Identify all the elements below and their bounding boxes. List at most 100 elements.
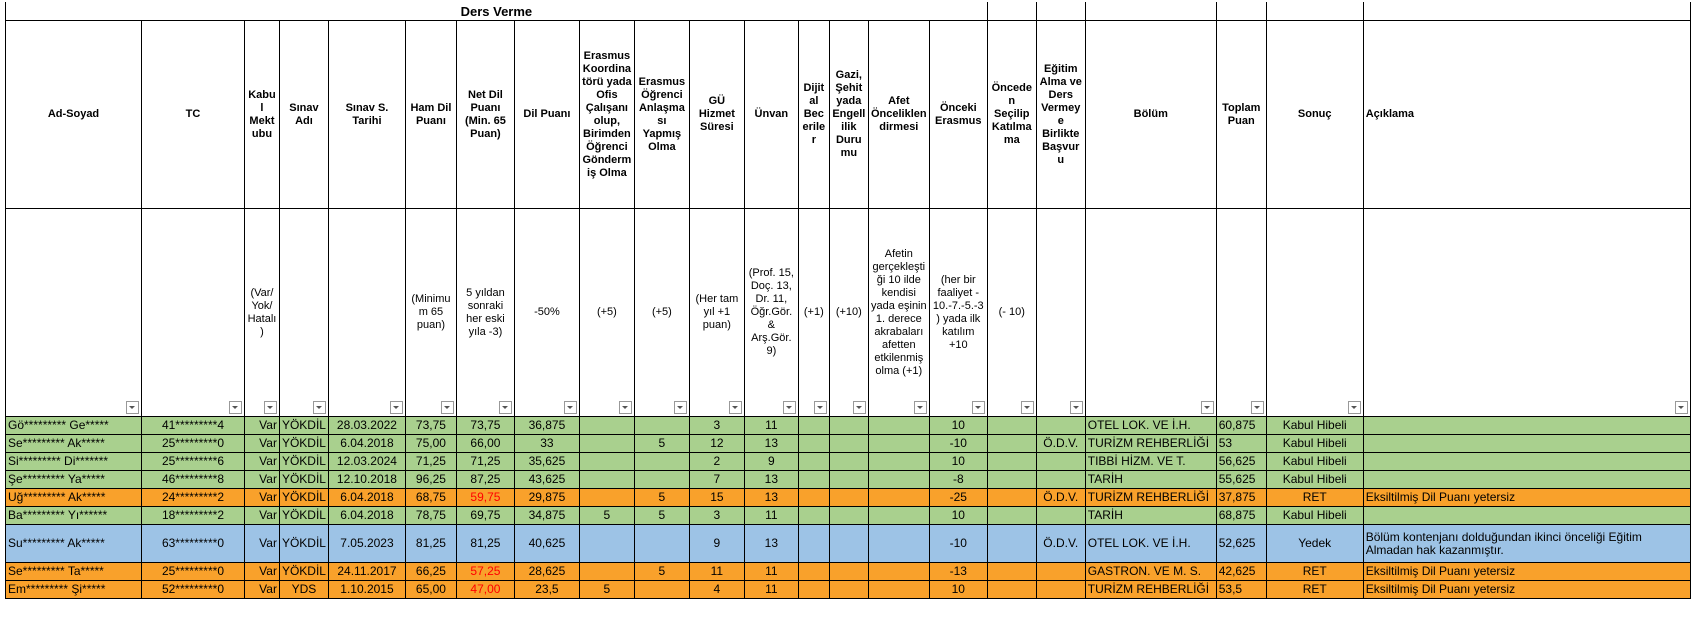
cell <box>1215 2 1267 21</box>
cell <box>867 470 930 489</box>
title-row: Ders Verme <box>5 2 1691 21</box>
cell <box>986 524 1037 563</box>
cell: Kabul Hibeli <box>1265 452 1364 471</box>
cell: 52,625 <box>1215 524 1267 563</box>
cell: 56,625 <box>1215 452 1267 471</box>
filter-button[interactable] <box>563 401 577 414</box>
cell: YÖKDİL <box>278 416 329 435</box>
filter-button[interactable] <box>389 401 403 414</box>
data-row: Si********* Di******* 25*********6 Var YÖKD… <box>5 452 1691 471</box>
cell: YÖKDİL <box>278 506 329 525</box>
cell: 13 <box>743 524 799 563</box>
cell: 87,25 <box>455 470 515 489</box>
cell <box>797 506 830 525</box>
cell: RET <box>1265 580 1364 599</box>
cell: 60,875 <box>1215 416 1267 435</box>
cell <box>1362 452 1691 471</box>
filter-button[interactable] <box>228 401 242 414</box>
filter-button[interactable] <box>1020 401 1034 414</box>
cell: TURİZM REHBERLİĞİ <box>1084 580 1217 599</box>
filter-button[interactable] <box>673 401 687 414</box>
filter-button[interactable] <box>1675 401 1688 414</box>
cell: 24*********2 <box>140 488 245 507</box>
column-header: Net Dil Puanı (Min. 65 Puan) <box>455 20 515 209</box>
cell <box>578 452 635 471</box>
filter-button[interactable] <box>1069 401 1083 414</box>
cell: 6.04.2018 <box>327 488 406 507</box>
cell <box>633 416 690 435</box>
column-note: (Var/ Yok/ Hatalı) <box>243 208 280 417</box>
column-header: Eğitim Alma ve Ders Vermeye Birlikte Baş… <box>1035 20 1086 209</box>
column-note: (Prof. 15, Doç. 13, Dr. 11, Öğr.Gör. & A… <box>743 208 799 417</box>
cell <box>797 470 830 489</box>
cell: Kabul Hibeli <box>1265 434 1364 453</box>
cell <box>828 506 869 525</box>
cell: 18*********2 <box>140 506 245 525</box>
cell <box>986 452 1037 471</box>
filter-button[interactable] <box>813 401 827 414</box>
filter-button[interactable] <box>782 401 796 414</box>
cell <box>986 2 1037 21</box>
cell: 25*********6 <box>140 452 245 471</box>
cell: Var <box>243 434 280 453</box>
filter-button[interactable] <box>728 401 742 414</box>
cell <box>986 470 1037 489</box>
cell: Em********* Şi***** <box>5 580 142 599</box>
cell: 68,875 <box>1215 506 1267 525</box>
column-note: (Her tam yıl +1 puan) <box>688 208 745 417</box>
filter-button[interactable] <box>498 401 512 414</box>
cell: Kabul Hibeli <box>1265 506 1364 525</box>
filter-button[interactable] <box>263 401 277 414</box>
cell: Gö********* Ge***** <box>5 416 142 435</box>
cell: 69,75 <box>455 506 515 525</box>
cell <box>1084 208 1217 417</box>
cell: 57,25 <box>455 562 515 581</box>
cell: YÖKDİL <box>278 488 329 507</box>
filter-button[interactable] <box>125 401 139 414</box>
cell: Eksiltilmiş Dil Puanı yetersiz <box>1362 488 1691 507</box>
column-header: Erasmus Öğrenci Anlaşması Yapmış Olma <box>633 20 690 209</box>
cell <box>1362 208 1691 417</box>
cell: 11 <box>743 416 799 435</box>
column-header: Kabul Mektubu <box>243 20 280 209</box>
cell <box>1035 580 1086 599</box>
cell: 1.10.2015 <box>327 580 406 599</box>
cell: 6.04.2018 <box>327 506 406 525</box>
filter-button[interactable] <box>440 401 454 414</box>
subheader-row: (Var/ Yok/ Hatalı) (Minimum 65 puan) 5 yıl… <box>5 208 1691 417</box>
cell: 33 <box>513 434 580 453</box>
cell <box>867 580 930 599</box>
cell: 46*********8 <box>140 470 245 489</box>
cell <box>578 562 635 581</box>
column-header: Afet Önceliklendirmesi <box>867 20 930 209</box>
filter-button[interactable] <box>971 401 985 414</box>
filter-button[interactable] <box>618 401 632 414</box>
data-row: Se********* Ta***** 25*********0 Var YÖKDİL… <box>5 562 1691 581</box>
cell <box>867 562 930 581</box>
header-row: Ad-Soyad TC Kabul Mektubu Sınav Adı Sınav S.… <box>5 20 1691 209</box>
cell: 71,25 <box>455 452 515 471</box>
filter-button[interactable] <box>1250 401 1264 414</box>
cell: 34,875 <box>513 506 580 525</box>
cell <box>1362 416 1691 435</box>
cell: 28.03.2022 <box>327 416 406 435</box>
cell <box>327 208 406 417</box>
filter-button[interactable] <box>852 401 866 414</box>
filter-button[interactable] <box>1200 401 1214 414</box>
filter-button[interactable] <box>913 401 927 414</box>
filter-button[interactable] <box>312 401 326 414</box>
data-row: Şe********* Ya***** 46*********8 Var YÖKDİL… <box>5 470 1691 489</box>
cell: -10 <box>928 434 988 453</box>
column-header: Sonuç <box>1265 20 1364 209</box>
cell: YÖKDİL <box>278 524 329 563</box>
cell: 23,5 <box>513 580 580 599</box>
cell: Şe********* Ya***** <box>5 470 142 489</box>
cell <box>1362 434 1691 453</box>
cell: 43,625 <box>513 470 580 489</box>
filter-button[interactable] <box>1347 401 1361 414</box>
cell <box>1265 2 1364 21</box>
cell: Var <box>243 416 280 435</box>
cell <box>867 524 930 563</box>
column-header: Ham Dil Puanı <box>404 20 457 209</box>
cell: 52*********0 <box>140 580 245 599</box>
